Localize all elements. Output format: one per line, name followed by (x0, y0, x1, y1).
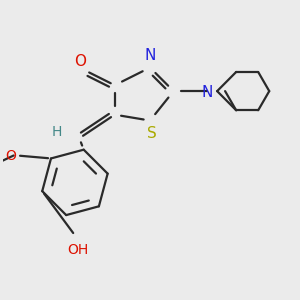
Text: N: N (144, 48, 156, 63)
Text: O: O (5, 148, 16, 163)
Text: OH: OH (67, 243, 88, 257)
Text: S: S (148, 126, 157, 141)
Text: H: H (51, 125, 62, 139)
Text: O: O (74, 54, 86, 69)
Text: N: N (202, 85, 213, 100)
